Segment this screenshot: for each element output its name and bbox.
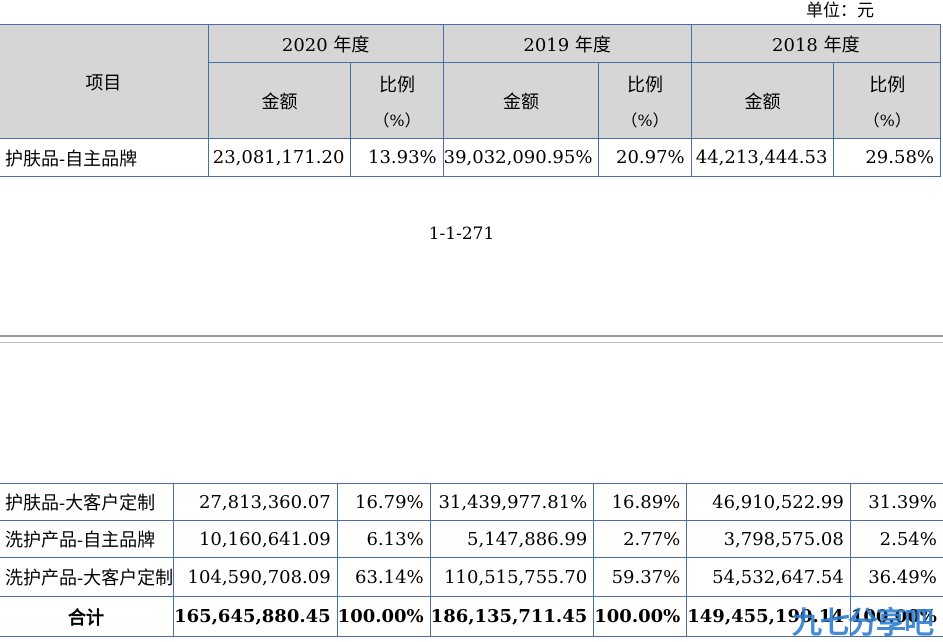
amount-2019: 31,439,977.81% (429, 483, 595, 521)
ratio-2020: 13.93% (350, 138, 444, 177)
revenue-table-top: 项目 2020 年度 2019 年度 2018 年度 金额 比例 （%） 金额 比… (0, 24, 942, 177)
ratio-2020: 6.13% (336, 520, 431, 558)
unit-label: 单位：元 (806, 1, 874, 21)
page-number: 1-1-271 (428, 224, 495, 244)
total-amount-2018: 149,455,190.14 (686, 596, 851, 637)
amount-2018: 3,798,575.08 (686, 520, 851, 558)
amount-2018: 54,532,647.54 (686, 557, 851, 597)
header-ratio-2019: 比例 （%） (598, 62, 692, 139)
total-ratio-2020: 100.00% (336, 596, 431, 637)
ratio-2020: 16.79% (336, 483, 431, 521)
row-label: 洗护产品-自主品牌 (0, 520, 175, 558)
total-ratio-2018: 100.00% (849, 596, 943, 637)
row-label: 护肤品-大客户定制 (0, 483, 175, 521)
revenue-table-bottom: 护肤品-大客户定制 27,813,360.07 16.79% 31,439,97… (0, 483, 943, 637)
ratio-2019: 2.77% (593, 520, 688, 558)
amount-2019: 39,032,090.95% (442, 138, 600, 177)
total-amount-2020: 165,645,880.45 (173, 596, 338, 637)
page-separator (0, 335, 943, 337)
total-ratio-2019: 100.00% (593, 596, 688, 637)
ratio-2019: 20.97% (598, 138, 692, 177)
table-row: 护肤品-大客户定制 27,813,360.07 16.79% 31,439,97… (0, 483, 943, 521)
amount-2020: 27,813,360.07 (173, 483, 338, 521)
ratio-2018: 29.58% (833, 138, 941, 177)
amount-2018: 46,910,522.99 (686, 483, 851, 521)
table-row: 护肤品-自主品牌 23,081,171.20 13.93% 39,032,090… (0, 138, 941, 177)
amount-2019: 5,147,886.99 (429, 520, 595, 558)
page-separator-thin (0, 342, 943, 343)
ratio-2019: 16.89% (593, 483, 688, 521)
header-amount-2019: 金额 (442, 62, 600, 139)
amount-2020: 104,590,708.09 (173, 557, 338, 597)
header-year-2019: 2019 年度 (442, 24, 692, 63)
row-label: 洗护产品-大客户定制 (0, 557, 175, 597)
total-row: 合计 165,645,880.45 100.00% 186,135,711.45… (0, 596, 943, 637)
ratio-2020: 63.14% (336, 557, 431, 597)
amount-2019: 110,515,755.70 (429, 557, 595, 597)
ratio-2018: 31.39% (849, 483, 943, 521)
row-label: 护肤品-自主品牌 (0, 138, 209, 177)
header-year-2020: 2020 年度 (207, 24, 444, 63)
header-ratio-2018: 比例 （%） (833, 62, 941, 139)
header-item: 项目 (0, 24, 209, 139)
ratio-2018: 2.54% (849, 520, 943, 558)
header-amount-2020: 金额 (207, 62, 352, 139)
header-year-2018: 2018 年度 (690, 24, 942, 63)
total-label: 合计 (0, 596, 175, 637)
amount-2018: 44,213,444.53 (690, 138, 835, 177)
header-ratio-2020: 比例 （%） (350, 62, 444, 139)
table-row: 洗护产品-大客户定制 104,590,708.09 63.14% 110,515… (0, 557, 943, 597)
table-row: 洗护产品-自主品牌 10,160,641.09 6.13% 5,147,886.… (0, 520, 943, 558)
total-amount-2019: 186,135,711.45 (429, 596, 595, 637)
ratio-2018: 36.49% (849, 557, 943, 597)
amount-2020: 23,081,171.20 (207, 138, 352, 177)
watermark-logo: 九七分享吧 (792, 606, 934, 641)
header-amount-2018: 金额 (690, 62, 835, 139)
amount-2020: 10,160,641.09 (173, 520, 338, 558)
ratio-2019: 59.37% (593, 557, 688, 597)
